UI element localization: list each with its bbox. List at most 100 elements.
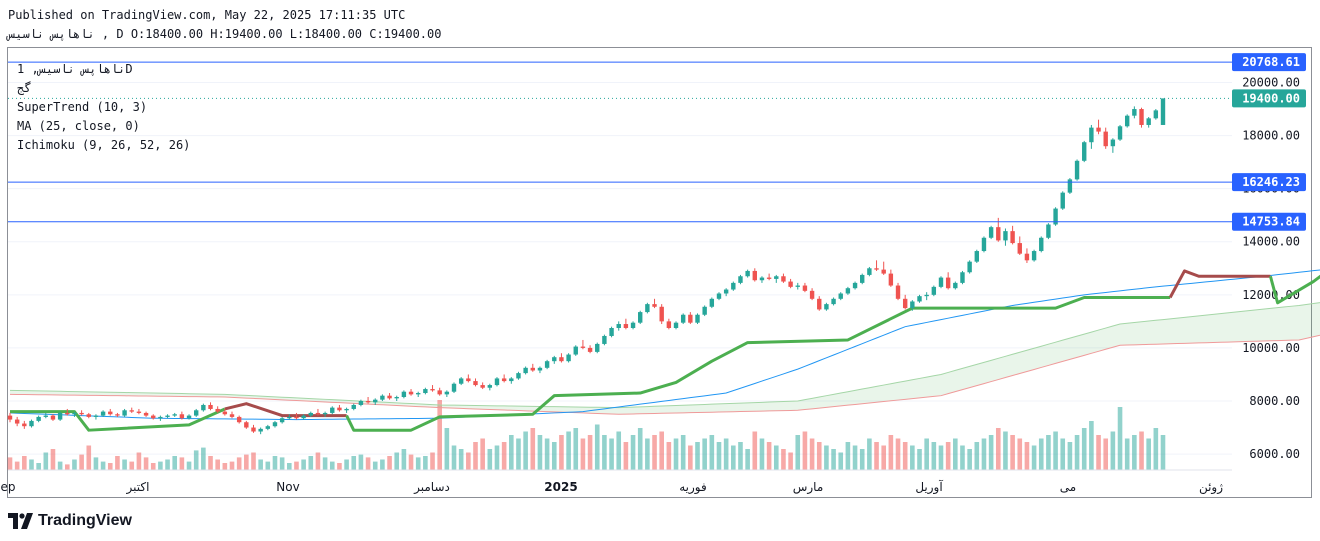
candle-body (981, 237, 987, 252)
volume-bar (394, 452, 400, 470)
candle-body (738, 276, 743, 283)
candle-body (1132, 109, 1137, 116)
volume-bar (358, 454, 364, 470)
volume-bar (43, 452, 49, 470)
candle-body (480, 385, 485, 388)
candle-body (716, 293, 722, 299)
volume-bar (22, 456, 27, 470)
tradingview-logo[interactable]: TradingView (8, 512, 132, 530)
volume-bar (695, 442, 700, 470)
volume-bar (236, 457, 242, 470)
volume-bar (831, 449, 836, 470)
candle-body (874, 268, 879, 270)
volume-bar (945, 442, 951, 470)
candle-body (580, 346, 586, 348)
candle-body (265, 426, 271, 429)
volume-bar (107, 463, 113, 470)
volume-bar (93, 457, 99, 470)
candle-body (158, 416, 163, 419)
volume-bar (1103, 438, 1109, 470)
chart-pane[interactable] (7, 47, 1312, 498)
volume-bar (444, 428, 450, 470)
supertrend-down-line (224, 402, 347, 418)
volume-bar (129, 461, 135, 470)
volume-bar (29, 459, 34, 470)
volume-bar (645, 438, 650, 470)
candle-body (781, 276, 786, 282)
volume-bar (1031, 445, 1037, 470)
x-tick-label: 2025 (544, 480, 577, 494)
candle-body (831, 298, 836, 305)
candle-body (108, 411, 113, 415)
volume-bar (551, 442, 557, 470)
candle-body (759, 277, 765, 281)
volume-bar (938, 445, 944, 470)
y-tick-label: 20000.00 (1242, 76, 1300, 90)
volume-bar (652, 435, 657, 470)
candle-body (358, 400, 364, 405)
candle-body (115, 414, 120, 416)
volume-bar (1081, 428, 1087, 470)
volume-bar (1146, 438, 1151, 470)
legend-supertrend[interactable]: SuperTrend (10, 3) (17, 100, 148, 114)
volume-bar (566, 431, 571, 470)
volume-bar (795, 435, 801, 470)
candle-body (222, 411, 228, 415)
candle-body (236, 416, 242, 423)
y-tick-label: 18000.00 (1242, 129, 1300, 143)
candle-body (423, 389, 428, 394)
volume-bar (372, 461, 378, 470)
candle-body (680, 314, 686, 323)
volume-bar (229, 461, 235, 470)
candle-body (308, 412, 313, 416)
x-tick-label: مارس (793, 480, 824, 495)
volume-bar (666, 442, 672, 470)
candle-body (100, 411, 106, 416)
volume-bar (494, 445, 500, 470)
volume-bar (380, 459, 385, 470)
volume-bar (193, 450, 199, 470)
volume-bar (1003, 431, 1008, 470)
volume-bar (953, 438, 958, 470)
candle-body (1053, 208, 1058, 225)
candle-body (623, 324, 629, 329)
volume-bar (673, 438, 679, 470)
volume-bar (981, 438, 987, 470)
candle-body (860, 274, 865, 283)
candle-body (337, 407, 342, 411)
volume-bar (222, 463, 228, 470)
volume-bar (179, 457, 185, 470)
candle-body (1017, 243, 1022, 254)
candle-body (344, 408, 349, 411)
volume-bar (680, 435, 686, 470)
candle-body (57, 412, 63, 420)
hline-price-tag (1232, 53, 1306, 72)
candle-body (351, 404, 356, 409)
volume-bar (136, 452, 142, 470)
candle-body (43, 415, 49, 417)
candle-body (953, 282, 958, 289)
price-chart[interactable]: 20000.0018000.0016000.0014000.0012000.00… (0, 0, 1320, 500)
candle-body (1074, 160, 1080, 180)
legend-ma[interactable]: MA (25, close, 0) (17, 119, 140, 133)
volume-bar (594, 424, 600, 470)
candle-body (688, 314, 693, 323)
candle-body (1067, 179, 1073, 193)
volume-bar (272, 456, 278, 470)
candle-body (552, 357, 557, 362)
volume-bar (738, 442, 743, 470)
supertrend-up-line (10, 407, 226, 432)
candle-body (638, 312, 643, 323)
candle-body (380, 395, 385, 400)
legend-ichimoku[interactable]: Ichimoku (9, 26, 52, 26) (17, 138, 191, 152)
volume-bar (1139, 431, 1144, 470)
volume-bar (50, 449, 56, 470)
candle-body (258, 428, 263, 432)
candle-body (795, 285, 800, 287)
candle-body (1003, 231, 1008, 241)
volume-bar (423, 456, 428, 470)
candle-body (215, 408, 220, 412)
ichimoku-lead-b (9, 334, 1320, 415)
candle-body (494, 378, 500, 386)
candle-body (1117, 126, 1123, 140)
